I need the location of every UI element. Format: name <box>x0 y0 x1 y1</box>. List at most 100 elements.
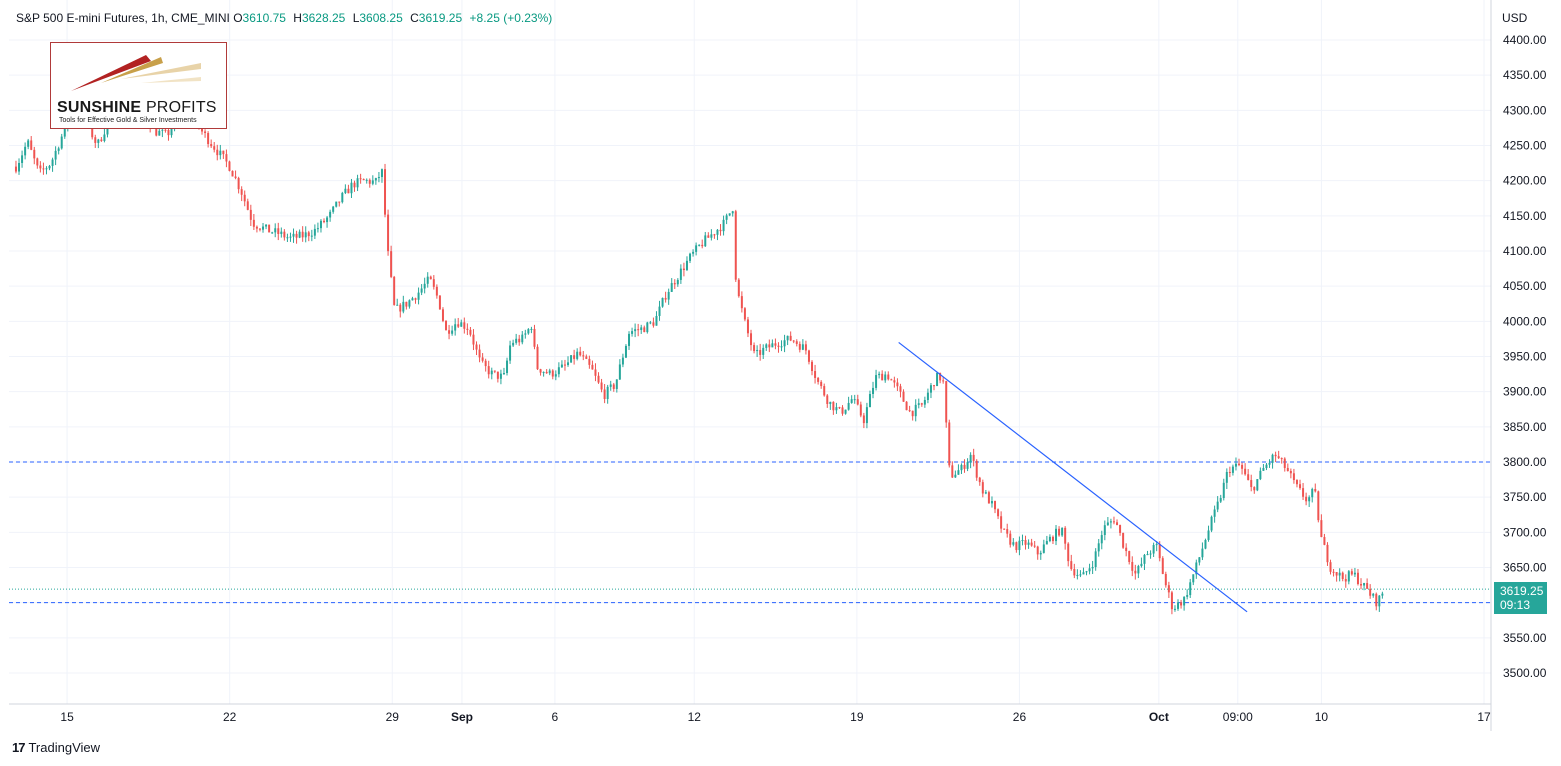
candle-body <box>54 150 57 160</box>
candle-body <box>490 370 493 375</box>
currency-label[interactable]: USD <box>1502 11 1528 25</box>
candle-body <box>14 166 17 172</box>
candle-body <box>1097 543 1100 552</box>
candle-body <box>908 410 911 412</box>
candle-body <box>329 211 332 218</box>
candle-body <box>624 345 627 358</box>
candle-body <box>1122 532 1125 548</box>
candle-body <box>789 335 792 341</box>
candle-body <box>222 150 225 155</box>
candle-body <box>1100 535 1103 544</box>
candle-body <box>780 346 783 348</box>
candle-body <box>515 338 518 343</box>
candle-body <box>417 292 420 300</box>
high-value: 3628.25 <box>301 11 346 25</box>
candle-body <box>893 380 896 383</box>
candle-body <box>695 245 698 252</box>
candle-body <box>832 401 835 411</box>
candle-body <box>1058 528 1061 536</box>
candle-body <box>1305 496 1308 502</box>
candle-body <box>1070 561 1073 570</box>
candle-body <box>692 251 695 254</box>
price-tick-label: 3700.00 <box>1503 525 1547 539</box>
candle-body <box>829 401 832 404</box>
candle-body <box>957 470 960 475</box>
candle-body <box>600 382 603 390</box>
candle-body <box>463 322 466 329</box>
candle-body <box>634 329 637 332</box>
candle-body <box>1195 562 1198 575</box>
candle-body <box>237 178 240 190</box>
candle-body <box>1244 468 1247 475</box>
candle-body <box>1216 501 1219 510</box>
time-tick-label: 26 <box>1013 710 1027 724</box>
candle-body <box>646 322 649 333</box>
candle-body <box>929 385 932 393</box>
candle-body <box>923 399 926 405</box>
downtrend-line[interactable] <box>898 341 1248 613</box>
candle-body <box>1039 552 1042 555</box>
candle-body <box>33 149 36 159</box>
candle-body <box>219 150 222 156</box>
candle-body <box>530 328 533 330</box>
open-label: O <box>233 11 243 25</box>
trendline-layer[interactable] <box>898 341 1248 613</box>
candle-body <box>454 324 457 331</box>
candle-body <box>1064 527 1067 544</box>
price-tick-label: 3500.00 <box>1503 666 1547 680</box>
candle-body <box>438 295 441 310</box>
candle-body <box>1027 542 1030 545</box>
candle-body <box>240 189 243 195</box>
candle-body <box>1076 574 1079 576</box>
price-tick-label: 3850.00 <box>1503 420 1547 434</box>
candle-body <box>100 139 103 141</box>
candle-body <box>774 343 777 346</box>
horizontal-levels[interactable] <box>9 461 1491 604</box>
price-tick-label: 4150.00 <box>1503 209 1547 223</box>
candle-body <box>539 369 542 373</box>
candle-body <box>289 236 292 238</box>
candle-body <box>435 286 438 296</box>
candle-body <box>286 237 289 239</box>
candle-body <box>685 260 688 271</box>
candle-body <box>631 331 634 334</box>
high-label: H <box>293 11 302 25</box>
candle-body <box>737 279 740 297</box>
symbol-legend: S&P 500 E-mini Futures, 1h, CME_MINI O 36… <box>16 11 552 25</box>
candle-body <box>158 130 161 136</box>
candle-body <box>661 297 664 307</box>
candle-body <box>326 217 329 223</box>
price-axis[interactable]: 4400.00 4350.00 4300.00 4250.00 4200.00 4150.… <box>1503 33 1547 680</box>
candle-body <box>591 364 594 370</box>
candle-body <box>271 232 274 234</box>
candle-body <box>603 389 606 400</box>
candle-body <box>204 131 207 134</box>
candle-body <box>594 369 597 376</box>
candle-body <box>1335 572 1338 576</box>
symbol-name[interactable]: S&P 500 E-mini Futures, 1h, CME_MINI <box>16 11 230 25</box>
candle-body <box>862 415 865 424</box>
candle-body <box>48 165 51 169</box>
candle-body <box>1356 572 1359 585</box>
candle-body <box>1091 567 1094 569</box>
tradingview-brand[interactable]: 17 TradingView <box>12 740 100 755</box>
candle-body <box>734 211 737 280</box>
candle-body <box>1366 583 1369 589</box>
candle-body <box>963 464 966 469</box>
candle-body <box>1173 608 1176 610</box>
candle-body <box>1207 530 1210 540</box>
candle-body <box>487 366 490 375</box>
candle-body <box>1149 553 1152 555</box>
candle-body <box>1329 562 1332 572</box>
time-axis[interactable]: 15 22 29 Sep 6 12 19 26 Oct 09:00 10 17 <box>60 710 1491 724</box>
candle-body <box>987 492 990 504</box>
candle-body <box>981 482 984 494</box>
candle-body <box>1051 536 1054 542</box>
candle-body <box>310 235 313 237</box>
candle-body <box>865 407 868 424</box>
price-tick-label: 3950.00 <box>1503 350 1547 364</box>
candle-body <box>762 347 765 355</box>
candle-body <box>887 374 890 380</box>
candle-body <box>1262 468 1265 471</box>
